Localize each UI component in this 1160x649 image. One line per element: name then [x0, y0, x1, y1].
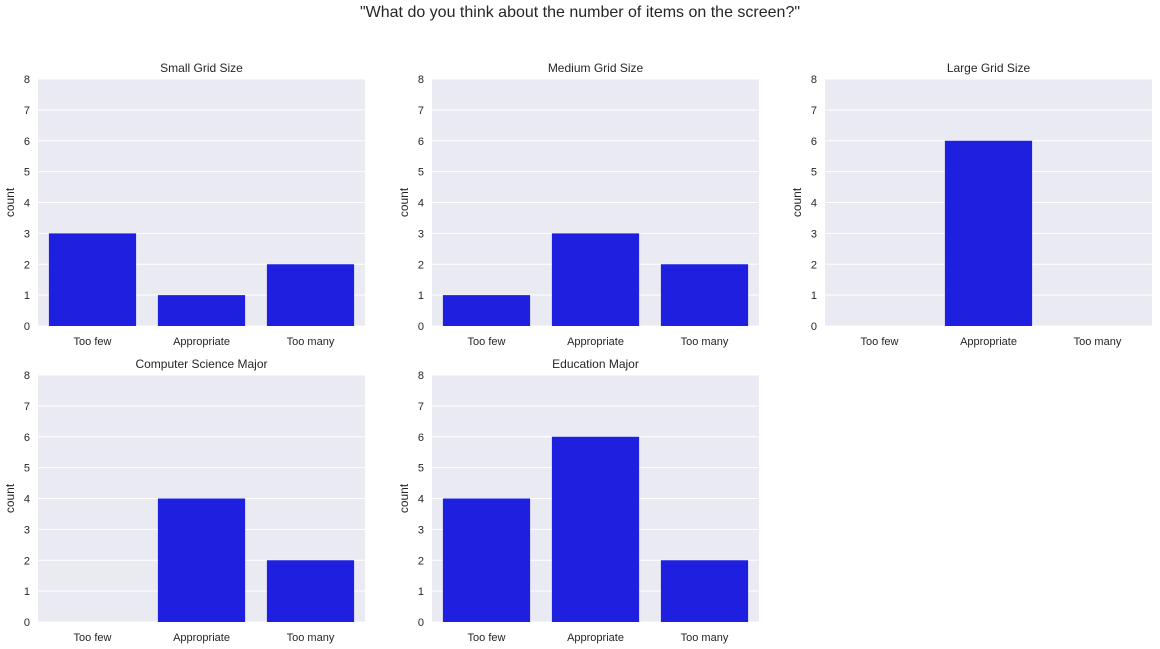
y-axis-label: count: [397, 187, 411, 217]
y-tick-label: 7: [811, 105, 817, 117]
y-tick-label: 0: [24, 617, 30, 629]
y-tick-label: 4: [418, 494, 424, 506]
y-tick-label: 7: [24, 401, 30, 413]
y-tick-label: 4: [24, 494, 30, 506]
y-tick-label: 3: [24, 228, 30, 240]
x-tick-label: Too many: [681, 336, 729, 348]
subplot-title: Large Grid Size: [947, 61, 1031, 75]
y-tick-label: 1: [24, 290, 30, 302]
bar-appropriate: [157, 498, 246, 622]
subplot-5: 0 1 2 3 4 5 6 7 8 Too few Appropriate Too many Educa…: [397, 357, 759, 644]
x-tick-label: Appropriate: [567, 336, 624, 348]
bar-appropriate: [944, 140, 1033, 326]
y-tick-label: 8: [811, 74, 817, 86]
y-tick-label: 6: [24, 432, 30, 444]
y-tick-label: 2: [24, 259, 30, 271]
y-tick-label: 7: [418, 401, 424, 413]
x-tick-label: Appropriate: [173, 632, 230, 644]
y-tick-label: 5: [418, 463, 424, 475]
bar-too-few: [48, 233, 137, 326]
subplot-1: 0 1 2 3 4 5 6 7 8 Too few Appropriate Too many Small…: [3, 61, 365, 348]
x-tick-label: Too few: [468, 336, 506, 348]
x-tick-label: Too many: [287, 336, 335, 348]
x-tick-label: Too few: [74, 632, 112, 644]
y-tick-label: 5: [418, 167, 424, 179]
y-tick-label: 5: [811, 167, 817, 179]
y-tick-label: 0: [418, 321, 424, 333]
bar-too-many: [660, 264, 749, 326]
y-tick-label: 2: [418, 259, 424, 271]
bar-too-many: [660, 560, 749, 622]
x-tick-label: Too few: [468, 632, 506, 644]
y-tick-label: 3: [24, 524, 30, 536]
x-tick-label: Too many: [1074, 336, 1122, 348]
figure-title: "What do you think about the number of i…: [359, 4, 801, 21]
subplot-title: Education Major: [552, 357, 639, 371]
x-tick-label: Appropriate: [173, 336, 230, 348]
y-tick-label: 0: [24, 321, 30, 333]
x-tick-label: Appropriate: [960, 336, 1017, 348]
y-tick-label: 2: [811, 259, 817, 271]
y-tick-label: 5: [24, 463, 30, 475]
y-tick-label: 1: [418, 290, 424, 302]
x-tick-label: Too few: [74, 336, 112, 348]
x-tick-label: Too few: [861, 336, 899, 348]
subplot-4: 0 1 2 3 4 5 6 7 8 Too few Appropriate Too many Compu…: [3, 357, 365, 644]
y-tick-label: 0: [811, 321, 817, 333]
y-axis-label: count: [397, 483, 411, 513]
subplot-title: Computer Science Major: [135, 357, 267, 371]
y-tick-label: 3: [418, 228, 424, 240]
y-tick-label: 2: [24, 555, 30, 567]
y-tick-label: 0: [418, 617, 424, 629]
y-tick-label: 4: [811, 198, 817, 210]
y-tick-label: 8: [24, 74, 30, 86]
y-tick-label: 6: [24, 136, 30, 148]
bar-too-few: [442, 295, 531, 326]
x-tick-label: Appropriate: [567, 632, 624, 644]
bar-too-few: [442, 498, 531, 622]
y-tick-label: 1: [24, 586, 30, 598]
bar-too-many: [266, 560, 355, 622]
y-tick-label: 2: [418, 555, 424, 567]
y-tick-label: 4: [24, 198, 30, 210]
bar-too-many: [266, 264, 355, 326]
y-tick-label: 6: [811, 136, 817, 148]
y-tick-label: 3: [418, 524, 424, 536]
y-axis-label: count: [3, 187, 17, 217]
x-tick-label: Too many: [287, 632, 335, 644]
y-axis-label: count: [3, 483, 17, 513]
bar-appropriate: [551, 436, 640, 622]
y-tick-label: 1: [811, 290, 817, 302]
subplot-2: 0 1 2 3 4 5 6 7 8 Too few Appropriate Too many Mediu…: [397, 61, 759, 348]
y-tick-label: 7: [418, 105, 424, 117]
bar-appropriate: [157, 295, 246, 326]
y-tick-label: 7: [24, 105, 30, 117]
y-tick-label: 8: [418, 74, 424, 86]
y-tick-label: 3: [811, 228, 817, 240]
y-tick-label: 4: [418, 198, 424, 210]
y-tick-label: 1: [418, 586, 424, 598]
y-tick-label: 8: [418, 370, 424, 382]
y-tick-label: 5: [24, 167, 30, 179]
y-tick-label: 8: [24, 370, 30, 382]
y-tick-label: 6: [418, 432, 424, 444]
x-tick-label: Too many: [681, 632, 729, 644]
bar-appropriate: [551, 233, 640, 326]
y-axis-label: count: [790, 187, 804, 217]
y-tick-label: 6: [418, 136, 424, 148]
subplot-title: Small Grid Size: [160, 61, 243, 75]
subplot-title: Medium Grid Size: [548, 61, 644, 75]
subplot-3: 0 1 2 3 4 5 6 7 8 Too few Appropriate Too many Large…: [790, 61, 1152, 348]
